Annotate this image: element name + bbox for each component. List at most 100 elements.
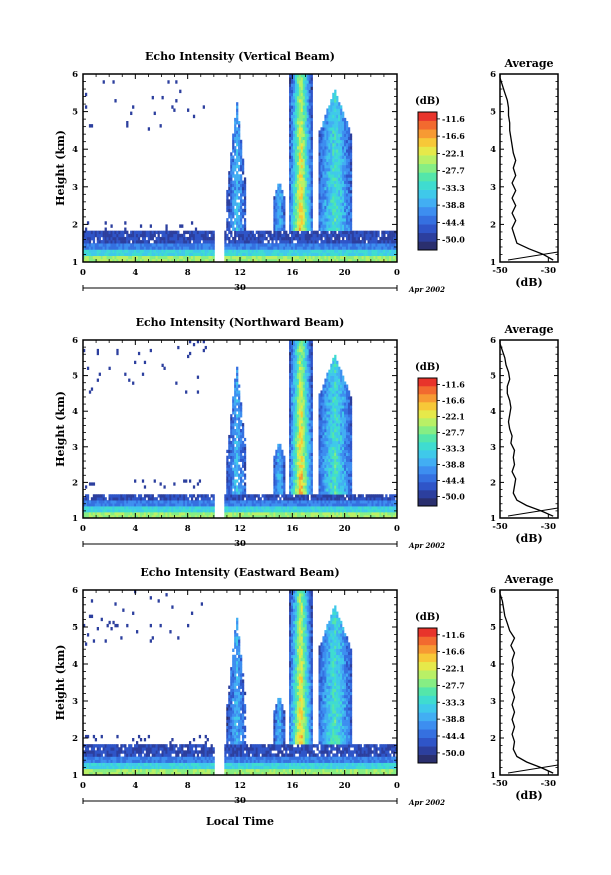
heatmap-cell (243, 202, 247, 206)
heatmap-cell (381, 252, 384, 257)
heatmap-cell (243, 464, 247, 468)
heatmap-cell (320, 171, 323, 175)
heatmap-cell (336, 133, 339, 137)
heatmap-cell (347, 258, 351, 263)
heatmap-cell (340, 186, 343, 191)
heatmap-cell (139, 506, 143, 510)
heatmap-cell (332, 221, 335, 225)
colorbar-swatch (418, 155, 437, 165)
heatmap-cell (259, 500, 262, 504)
heatmap-cell (185, 506, 188, 510)
heatmap-cell (381, 233, 384, 238)
heatmap-cell (338, 233, 341, 238)
heatmap-cell (332, 230, 335, 235)
heatmap-cell (234, 146, 237, 150)
heatmap-cell (347, 249, 351, 253)
heatmap-cell (240, 208, 243, 213)
heatmap-cell (289, 390, 292, 394)
heatmap-cell (326, 124, 329, 128)
heatmap-cell (283, 506, 286, 510)
heatmap-cell (271, 506, 274, 510)
heatmap-cell (291, 218, 294, 222)
heatmap-cell (300, 146, 304, 150)
heatmap-cell (255, 246, 258, 250)
heatmap-cell (149, 497, 152, 501)
heatmap-cell (277, 449, 280, 454)
heatmap-cell (232, 482, 235, 486)
heatmap-cell (228, 174, 231, 178)
heatmap-cell (336, 240, 339, 244)
heatmap-cell (134, 240, 137, 244)
heatmap-cell (261, 506, 264, 510)
heatmap-cell (200, 503, 204, 507)
heatmap-cell (179, 224, 182, 228)
heatmap-cell (96, 500, 99, 504)
heatmap-cell (206, 255, 209, 260)
heatmap-cell (318, 146, 321, 150)
heatmap-cell (183, 497, 186, 501)
heatmap-cell (281, 473, 284, 477)
heatmap-cell (291, 414, 294, 418)
heatmap-cell (196, 375, 200, 379)
heatmap-cell (294, 255, 298, 260)
heatmap-cell (328, 218, 331, 222)
heatmap-cell (340, 196, 343, 200)
heatmap-cell (308, 158, 311, 163)
heatmap-cell (130, 512, 133, 516)
heatmap-cell (240, 402, 243, 406)
heatmap-cell (289, 215, 292, 219)
heatmap-cell (292, 89, 296, 94)
heatmap-cell (198, 506, 202, 510)
heatmap-cell (92, 503, 96, 507)
heatmap-cell (236, 485, 239, 489)
heatmap-cell (294, 199, 298, 203)
heatmap-cell (173, 497, 176, 501)
heatmap-cell (232, 497, 235, 501)
heatmap-cell (181, 509, 184, 513)
heatmap-cell (102, 246, 105, 250)
heatmap-cell (289, 440, 292, 445)
heatmap-cell (296, 363, 300, 367)
heatmap-cell (320, 236, 323, 241)
heatmap-cell (206, 240, 209, 244)
heatmap-cell (198, 249, 202, 253)
heatmap-cell (251, 509, 255, 513)
heatmap-cell (104, 258, 107, 263)
heatmap-cell (291, 171, 294, 175)
heatmap-cell (194, 233, 198, 238)
heatmap-cell (289, 230, 292, 235)
heatmap-cell (208, 236, 211, 241)
heatmap-cell (175, 500, 178, 504)
heatmap-cell (236, 139, 239, 144)
heatmap-cell (330, 155, 333, 159)
heatmap-cell (300, 345, 304, 350)
heatmap-cell (300, 446, 304, 451)
heatmap-cell (318, 168, 321, 172)
heatmap-cell (345, 236, 349, 241)
heatmap-cell (100, 255, 103, 260)
heatmap-cell (200, 497, 204, 501)
heatmap-cell (202, 233, 205, 238)
heatmap-cell (279, 252, 282, 257)
heatmap-cell (141, 230, 145, 235)
heatmap-cell (383, 255, 386, 260)
heatmap-cell (330, 230, 333, 235)
heatmap-cell (141, 249, 145, 253)
heatmap-cell (336, 193, 339, 197)
heatmap-cell (265, 258, 268, 263)
heatmap-cell (234, 174, 237, 178)
heatmap-cell (106, 258, 109, 263)
heatmap-cell (185, 258, 188, 263)
heatmap-cell (292, 369, 296, 373)
heatmap-cell (320, 252, 323, 257)
heatmap-cell (351, 249, 355, 253)
heatmap-cell (257, 246, 260, 250)
heatmap-cell (283, 509, 286, 513)
heatmap-cell (338, 121, 341, 125)
heatmap-cell (308, 252, 311, 257)
heatmap-cell (263, 512, 266, 516)
heatmap-cell (173, 509, 176, 513)
heatmap-cell (163, 255, 166, 260)
heatmap-cell (230, 420, 233, 424)
heatmap-cell (177, 500, 180, 504)
